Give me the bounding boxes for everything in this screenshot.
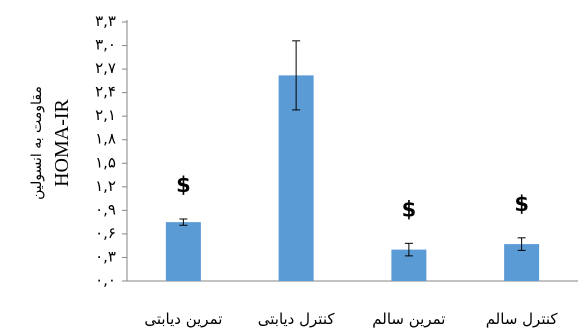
error-bars — [179, 40, 526, 257]
y-tick-label: ۰,۰ — [95, 271, 116, 289]
y-tick-label: ۱,۵ — [95, 153, 116, 171]
y-tick-label: ۳,۰ — [95, 36, 116, 54]
y-ticks: ۰,۰ ۰,۳ ۰,۶ ۰,۹ ۱,۲ ۱,۵ ۱,۸ ۲,۱ ۲,۴ ۲,۷ ۳,۰ ۳,۳ — [95, 12, 127, 289]
axes — [126, 20, 578, 282]
y-tick-label: ۲,۷ — [95, 59, 116, 77]
y-tick-label: ۱,۸ — [95, 130, 116, 148]
y-tick-label: ۲,۴ — [95, 83, 116, 101]
y-axis-label: مقاومت به انسولین HOMA-IR — [29, 86, 73, 200]
significance-markers: $ $ $ — [176, 173, 529, 221]
y-tick-label: ۰,۳ — [95, 247, 116, 265]
y-tick-label: ۳,۳ — [95, 12, 116, 30]
category-label: کنترل سالم — [486, 310, 559, 328]
significance-marker: $ — [402, 197, 417, 221]
y-axis-label-line-2: HOMA-IR — [51, 98, 73, 186]
y-tick-label: ۲,۱ — [95, 106, 116, 124]
y-tick-label: ۰,۶ — [95, 224, 116, 242]
category-label: تمرین سالم — [372, 310, 445, 328]
y-axis-label-line-1: مقاومت به انسولین — [29, 86, 45, 200]
significance-marker: $ — [176, 173, 191, 197]
category-label: تمرین دیابتی — [144, 310, 222, 328]
bar — [165, 222, 201, 281]
y-tick-label: ۰,۹ — [95, 200, 116, 218]
category-labels: کنترل سالم تمرین سالم کنترل دیابتی تمرین دی… — [144, 310, 558, 328]
y-tick-label: ۱,۲ — [95, 177, 116, 195]
significance-marker: $ — [514, 192, 529, 216]
category-label: کنترل دیابتی — [258, 310, 336, 328]
bars — [165, 75, 540, 282]
